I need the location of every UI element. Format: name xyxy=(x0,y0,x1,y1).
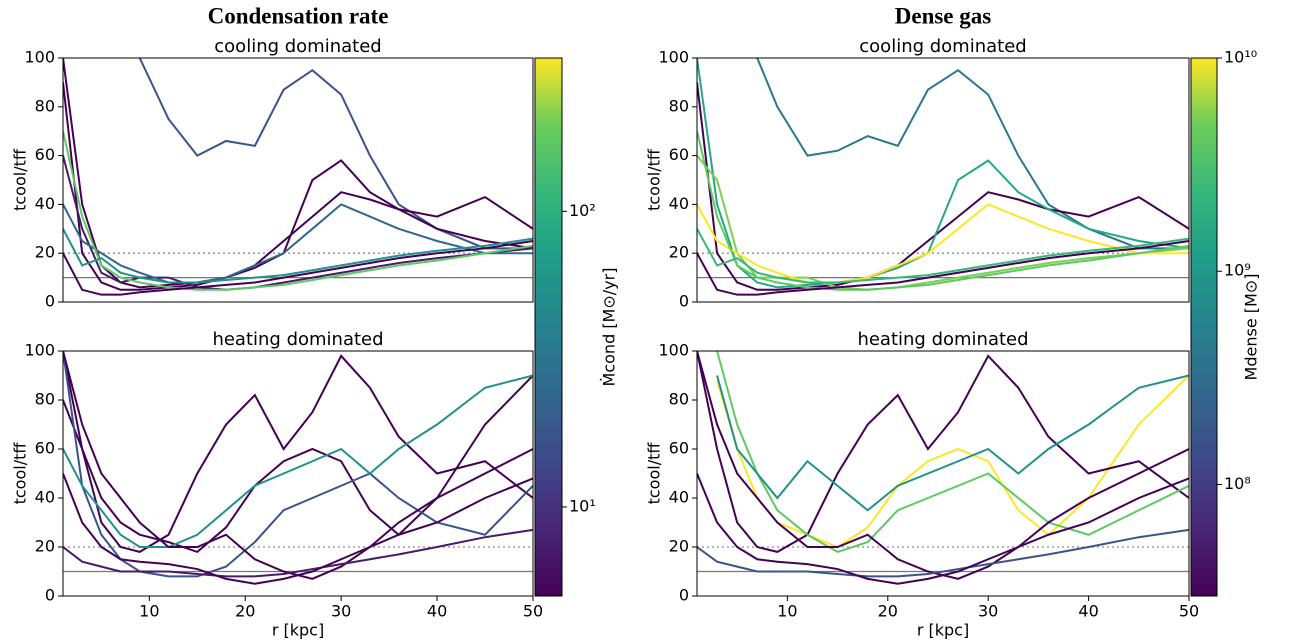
colorbar-tick-label: 10¹⁰ xyxy=(1224,48,1257,67)
colorbar-label: Mdense [M⊙] xyxy=(1242,274,1261,381)
data-line xyxy=(697,82,1189,291)
data-line xyxy=(63,58,533,289)
y-axis-label: tcool/tff xyxy=(11,148,30,211)
y-tick-label: 80 xyxy=(35,96,55,115)
y-tick-label: 100 xyxy=(658,341,689,360)
y-tick-label: 40 xyxy=(669,194,689,213)
data-line xyxy=(697,473,1189,585)
plot-lines xyxy=(697,58,1189,296)
plot-lines xyxy=(63,351,533,585)
data-line xyxy=(63,528,533,578)
data-line xyxy=(138,58,533,250)
plot-lines xyxy=(63,58,533,296)
data-line xyxy=(697,351,1189,580)
y-tick-label: 20 xyxy=(35,537,55,556)
data-line xyxy=(63,374,533,548)
data-line xyxy=(63,374,533,554)
data-line xyxy=(63,82,533,291)
x-tick-label: 40 xyxy=(1078,602,1098,621)
y-tick-label: 60 xyxy=(669,439,689,458)
x-tick-label: 10 xyxy=(777,602,797,621)
panel-subtitle: cooling dominated xyxy=(214,36,381,57)
colorbar xyxy=(1190,57,1218,597)
data-line xyxy=(697,130,1189,291)
x-axis-label: r [kpc] xyxy=(272,621,324,640)
chart-title: Condensation rate xyxy=(208,3,389,28)
panel-subtitle: heating dominated xyxy=(857,329,1028,350)
data-line xyxy=(63,228,533,284)
y-axis-label: tcool/tff xyxy=(11,442,30,505)
data-line xyxy=(697,203,1189,284)
panel-subtitle: cooling dominated xyxy=(859,36,1026,57)
x-axis-label: r [kpc] xyxy=(917,621,969,640)
data-line xyxy=(63,473,533,585)
colorbar-tick-label: 10⁹ xyxy=(1224,261,1251,280)
data-line xyxy=(697,228,1189,284)
x-tick-label: 50 xyxy=(1179,602,1199,621)
chart-title: Dense gas xyxy=(895,3,992,28)
plot-frame xyxy=(696,350,1190,597)
colorbar-tick-label: 10² xyxy=(569,201,596,220)
data-line xyxy=(756,58,1189,250)
data-line xyxy=(63,351,533,553)
y-tick-label: 100 xyxy=(658,48,689,67)
y-axis-label: tcool/tff xyxy=(645,148,664,211)
x-tick-label: 30 xyxy=(978,602,998,621)
y-tick-label: 20 xyxy=(669,243,689,262)
x-tick-label: 40 xyxy=(427,602,447,621)
data-line xyxy=(63,130,533,291)
y-tick-label: 0 xyxy=(45,292,55,311)
y-axis-label: tcool/tff xyxy=(645,442,664,505)
x-tick-label: 10 xyxy=(139,602,159,621)
x-tick-label: 20 xyxy=(235,602,255,621)
colorbar xyxy=(534,57,563,597)
y-tick-label: 80 xyxy=(669,96,689,115)
data-line xyxy=(716,374,1189,512)
data-line xyxy=(63,203,533,284)
y-tick-label: 100 xyxy=(24,341,55,360)
y-tick-label: 100 xyxy=(24,48,55,67)
y-tick-label: 0 xyxy=(45,586,55,605)
data-line xyxy=(63,351,533,578)
y-tick-label: 40 xyxy=(35,488,55,507)
y-tick-label: 40 xyxy=(35,194,55,213)
plot-lines xyxy=(697,351,1189,585)
x-tick-label: 50 xyxy=(523,602,543,621)
x-tick-label: 20 xyxy=(878,602,898,621)
y-tick-label: 60 xyxy=(35,145,55,164)
colorbar-tick-label: 10⁸ xyxy=(1224,474,1251,493)
data-line xyxy=(697,528,1189,578)
y-tick-label: 0 xyxy=(679,292,689,311)
plot-frame xyxy=(62,350,534,597)
y-tick-label: 80 xyxy=(669,390,689,409)
colorbar-label: Ṁcond [M⊙/yr] xyxy=(600,268,619,387)
colorbar-tick-label: 10¹ xyxy=(569,496,596,515)
y-tick-label: 20 xyxy=(35,243,55,262)
x-tick-label: 30 xyxy=(331,602,351,621)
data-line xyxy=(697,351,1189,553)
y-tick-label: 40 xyxy=(669,488,689,507)
panel-subtitle: heating dominated xyxy=(212,329,383,350)
y-tick-label: 60 xyxy=(35,439,55,458)
data-line xyxy=(63,351,533,580)
plot-frame xyxy=(696,57,1190,303)
y-tick-label: 0 xyxy=(679,586,689,605)
plot-frame xyxy=(62,57,534,303)
y-tick-label: 20 xyxy=(669,537,689,556)
y-tick-label: 80 xyxy=(35,390,55,409)
data-line xyxy=(697,58,1189,289)
data-line xyxy=(63,240,533,296)
y-tick-label: 60 xyxy=(669,145,689,164)
data-line xyxy=(697,240,1189,296)
